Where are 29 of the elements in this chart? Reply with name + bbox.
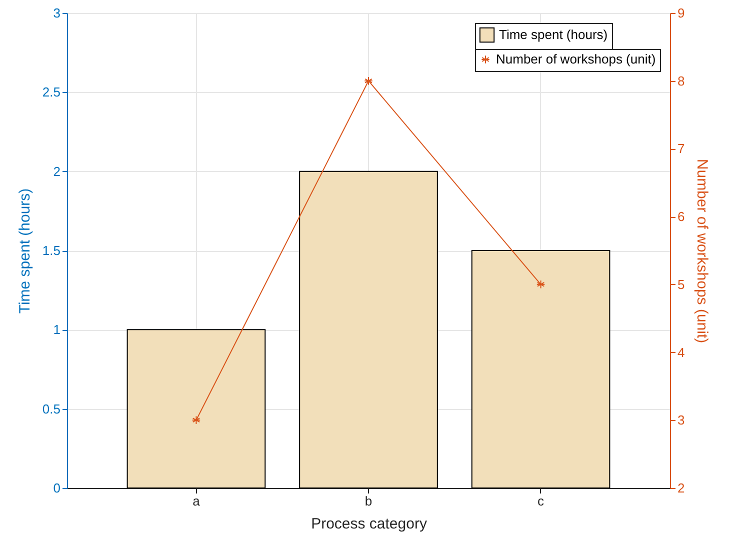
y2-tick-label: 4 [678,344,685,360]
y-tick-label: 2.5 [42,84,60,100]
y2-tick-label: 3 [678,412,685,428]
y2-tick-label: 2 [678,480,685,496]
y-tick-label: 0.5 [42,401,60,416]
x-axis-title: Process category [311,516,428,532]
y-tick-label: 2 [53,164,60,179]
y2-tick-label: 9 [678,6,685,20]
bar [126,329,266,488]
legend-label: Time spent (hours) [499,27,608,42]
legend-label: Number of workshops (unit) [496,52,656,66]
y-tick-label: 1 [53,322,60,338]
point [192,416,201,425]
y2-tick-label: 5 [678,276,685,292]
y-axis-title: Time spent (hours) [16,188,34,314]
x-tick-label: c [538,494,545,508]
y2-tick-label: 6 [678,209,685,224]
y2-tick-label: 7 [678,141,685,156]
point [364,76,373,86]
y-tick-label: 1.5 [42,243,60,258]
bar [471,250,610,488]
y-tick-label: 3 [53,6,60,20]
x-tick-label: a [192,494,201,508]
bar [299,170,438,488]
x-tick-label: b [364,494,372,508]
point [536,280,546,289]
y-tick-label: 0 [53,480,60,496]
y2-tick-label: 8 [678,73,685,88]
y2-axis-title: Number of workshops (unit) [694,158,711,344]
